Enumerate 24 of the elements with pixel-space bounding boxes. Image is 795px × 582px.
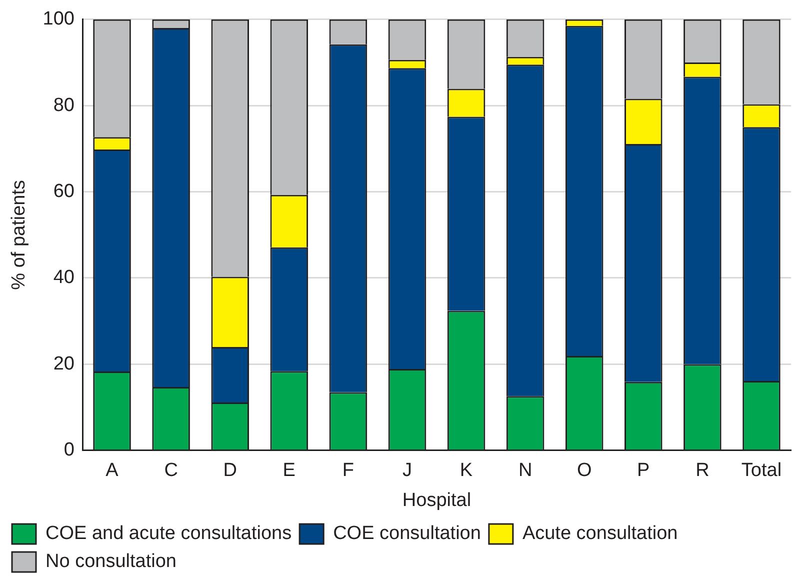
x-tick-label: Total [741,460,782,482]
y-tick-label: 80 [53,94,74,116]
legend-label: COE and acute consultations [46,523,292,544]
x-tick-label: J [402,460,412,482]
y-tick-label: 20 [53,353,74,374]
x-tick-label: N [518,460,532,482]
x-tick-label: C [164,460,178,482]
x-tick-label: E [282,460,296,482]
y-tick-label: 60 [53,181,74,202]
x-tick-label: O [576,460,592,482]
y-tick-label: 0 [64,440,74,461]
legend-label: COE consultation [333,523,481,544]
x-tick-label: A [106,460,119,482]
y-tick-label: 40 [53,267,74,288]
x-tick-label: K [460,460,473,482]
x-axis-title: Hospital [402,490,472,511]
x-tick-label: P [637,460,650,482]
y-tick-label: 100 [42,8,74,30]
x-tick-label: F [342,460,354,482]
x-tick-label: D [223,460,237,482]
x-tick-label: R [696,460,710,482]
y-axis-title: % of patients [8,180,30,290]
legend-label: Acute consultation [522,523,678,544]
legend-label: No consultation [46,551,176,572]
